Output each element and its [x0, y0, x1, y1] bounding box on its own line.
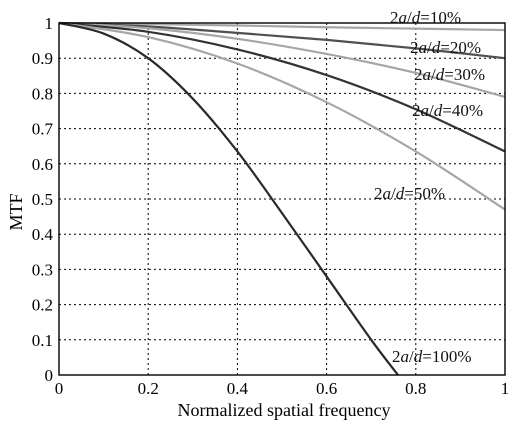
series-lines — [58, 21, 506, 376]
x-tick-label: 0 — [55, 379, 64, 398]
y-tick-label: 0.3 — [32, 260, 53, 279]
plot-frame — [58, 22, 506, 376]
y-tick-label: 0.6 — [32, 155, 53, 174]
series-line — [58, 21, 506, 98]
series-label: 2a/d=30% — [414, 65, 485, 84]
y-tick-label: 1 — [45, 14, 54, 33]
grid-lines — [59, 23, 505, 375]
series-line — [58, 21, 506, 60]
y-tick-label: 0.2 — [32, 296, 53, 315]
y-tick-label: 0.1 — [32, 331, 53, 350]
series-label: 2a/d=40% — [412, 101, 483, 120]
y-tick-label: 0.4 — [32, 225, 54, 244]
x-tick-label: 0.6 — [316, 379, 337, 398]
y-tick-label: 0.8 — [32, 84, 53, 103]
series-label: 2a/d=20% — [410, 38, 481, 57]
series-line — [58, 21, 506, 32]
series-label: 2a/d=10% — [390, 8, 461, 27]
x-tick-label: 0.2 — [138, 379, 159, 398]
y-axis-label: MTF — [6, 193, 26, 230]
y-tick-label: 0.5 — [32, 190, 53, 209]
y-tick-label: 0.9 — [32, 49, 53, 68]
x-tick-label: 1 — [501, 379, 509, 398]
tick-labels: 0 0.2 0.4 0.6 0.8 1 0 0.1 0.2 0.3 0.4 0.5 0.6 0.7 0.8 0… — [32, 14, 509, 398]
series-line — [58, 21, 506, 211]
x-axis-label: Normalized spatial frequency — [178, 400, 391, 420]
x-tick-label: 0.8 — [405, 379, 426, 398]
series-labels: 2a/d=10% 2a/d=20% 2a/d=30% 2a/d=40% 2a/d=50%… — [374, 8, 485, 366]
x-tick-label: 0.4 — [227, 379, 249, 398]
series-label: 2a/d=100% — [392, 347, 471, 366]
series-label: 2a/d=50% — [374, 184, 445, 203]
series-line — [58, 21, 399, 376]
y-tick-label: 0 — [45, 366, 54, 385]
y-tick-label: 0.7 — [32, 120, 54, 139]
series-line — [58, 21, 506, 153]
